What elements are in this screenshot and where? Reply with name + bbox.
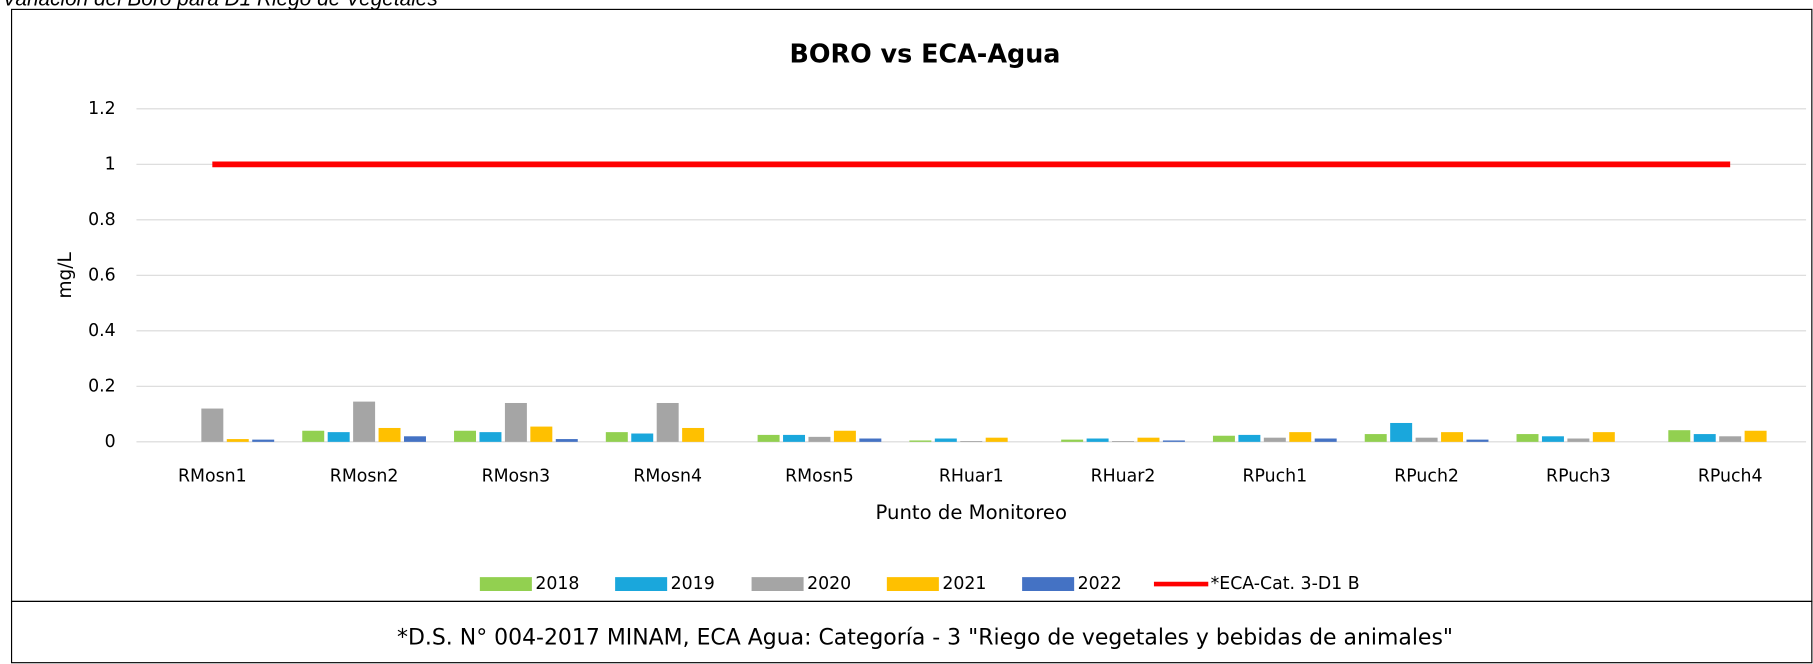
y-tick-label: 0 — [105, 432, 116, 452]
bar — [226, 439, 249, 442]
bar — [1415, 437, 1438, 442]
bar — [404, 436, 426, 442]
bar — [555, 439, 578, 442]
bar — [1137, 437, 1160, 442]
x-tick-label: RHuar1 — [939, 467, 1004, 487]
bar — [833, 430, 856, 442]
bar — [302, 430, 325, 442]
bar — [985, 437, 1008, 442]
y-tick-label: 0.2 — [88, 376, 116, 396]
x-tick-label: RMosn3 — [482, 467, 551, 487]
bar — [1567, 438, 1590, 442]
bar — [1744, 430, 1767, 442]
x-tick-label: RMosn2 — [330, 467, 399, 487]
bar — [1263, 437, 1286, 442]
bar — [1441, 432, 1464, 442]
x-tick-label: RPuch2 — [1394, 467, 1459, 487]
bar — [934, 438, 957, 442]
bar — [1516, 434, 1539, 442]
bar — [201, 408, 224, 442]
legend-swatch — [1022, 577, 1075, 591]
legend-label: 2018 — [535, 574, 579, 594]
x-tick-label: RPuch4 — [1698, 467, 1763, 487]
bar — [454, 430, 477, 442]
bar — [1314, 438, 1337, 442]
caption: Variación del Boro para D1 Riego de Vege… — [2, 0, 437, 11]
bar — [1390, 422, 1413, 442]
note: *D.S. N° 004-2017 MINAM, ECA Agua: Categ… — [397, 625, 1453, 650]
bar — [1466, 439, 1489, 442]
bar — [783, 434, 806, 442]
bar — [808, 436, 831, 442]
x-tick-label: RPuch1 — [1242, 467, 1307, 487]
bar — [479, 432, 502, 442]
legend-label: 2022 — [1078, 574, 1122, 594]
bar — [1086, 438, 1109, 442]
legend-label: 2021 — [942, 574, 986, 594]
x-tick-label: RPuch3 — [1546, 467, 1611, 487]
bar — [378, 427, 401, 442]
bar — [252, 439, 275, 442]
bar — [1238, 434, 1261, 442]
y-tick-label: 1 — [105, 154, 116, 174]
y-axis-label: mg/L — [55, 252, 76, 299]
bar — [1719, 436, 1742, 442]
bar — [859, 438, 882, 442]
bar — [757, 434, 780, 442]
bar — [1162, 440, 1185, 442]
bar — [353, 401, 376, 442]
legend-swatch — [751, 577, 804, 591]
legend-label: *ECA-Cat. 3-D1 B — [1211, 574, 1360, 594]
bar — [1668, 430, 1691, 442]
bar — [1541, 436, 1564, 442]
chart-title: BORO vs ECA-Agua — [790, 39, 1061, 69]
bar — [682, 427, 705, 442]
bar — [960, 441, 983, 442]
bar — [631, 433, 654, 442]
bar — [327, 432, 350, 442]
legend-swatch — [479, 577, 532, 591]
note-frame — [10, 600, 1813, 664]
bar — [605, 432, 628, 442]
bar — [1112, 441, 1135, 442]
bar — [656, 402, 679, 442]
legend-swatch — [886, 577, 939, 591]
y-tick-label: 0.8 — [88, 210, 116, 230]
legend-label: 2020 — [807, 574, 851, 594]
bar — [504, 402, 527, 442]
legend-swatch — [615, 577, 668, 591]
y-tick-label: 0.4 — [88, 321, 116, 341]
bar — [1289, 432, 1312, 442]
x-tick-label: RMosn5 — [785, 467, 854, 487]
bar — [1693, 434, 1716, 442]
bar — [1212, 435, 1235, 442]
x-axis-label: Punto de Monitoreo — [876, 501, 1067, 524]
x-tick-label: RHuar2 — [1091, 467, 1156, 487]
bar — [1364, 434, 1387, 442]
legend-label: 2019 — [671, 574, 715, 594]
bar — [1061, 439, 1084, 442]
x-tick-label: RMosn4 — [633, 467, 702, 487]
y-tick-label: 0.6 — [88, 265, 116, 285]
bar — [1592, 432, 1615, 442]
bar — [530, 426, 553, 442]
bar — [909, 440, 932, 442]
y-tick-label: 1.2 — [88, 99, 116, 119]
x-tick-label: RMosn1 — [178, 467, 247, 487]
